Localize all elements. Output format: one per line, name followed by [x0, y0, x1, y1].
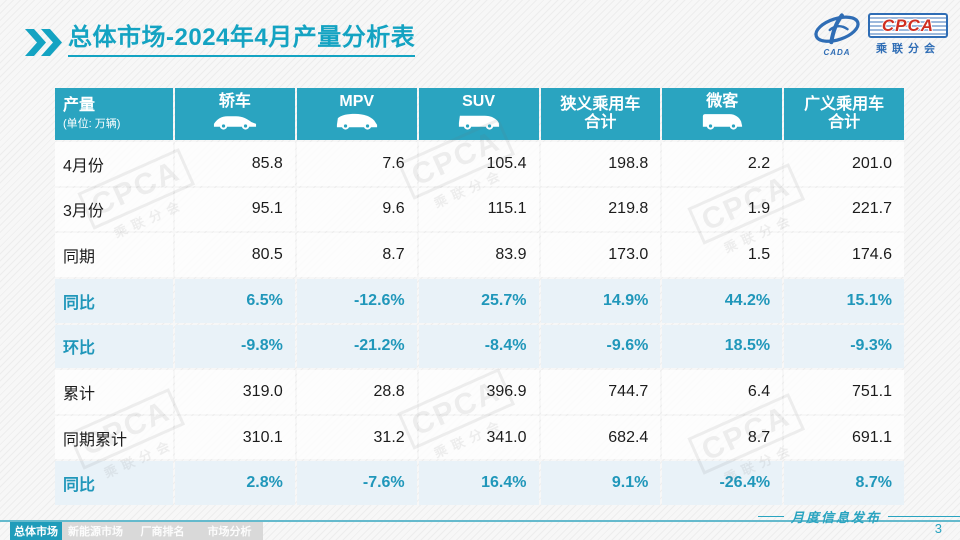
cell-r1-c3: 105.4 — [418, 142, 539, 186]
mpv-icon — [335, 111, 379, 135]
cell-r2-c5: 1.9 — [662, 187, 783, 232]
publication-label: 月度信息发布 — [790, 510, 881, 525]
cell-r5-c1: -9.8% — [175, 324, 295, 369]
corner-header: 产量 (单位: 万辆) — [55, 88, 173, 140]
column-header-4: 狭义乘用车 合计 — [540, 88, 661, 140]
cell-r2-c3: 115.1 — [418, 187, 539, 232]
cell-r1-c2: 7.6 — [296, 142, 417, 186]
row-label: 累计 — [55, 370, 173, 414]
publication-line-left — [757, 516, 784, 517]
cell-r2-c2: 9.6 — [296, 187, 417, 232]
cell-r8-c1: 2.8% — [175, 461, 295, 505]
cell-r5-c4: -9.6% — [540, 324, 661, 369]
column-header-1: 轿车 — [175, 88, 295, 140]
cell-r3-c3: 83.9 — [418, 233, 539, 277]
page-title-strong: 总体市场 — [68, 24, 166, 51]
cell-r5-c3: -8.4% — [418, 324, 539, 369]
cell-r2-c4: 219.8 — [540, 187, 661, 232]
publication-line-right — [888, 516, 960, 517]
column-header-6: 广义乘用车 合计 — [784, 88, 904, 140]
cell-r6-c6: 751.1 — [784, 370, 904, 414]
cell-r1-c4: 198.8 — [540, 142, 661, 186]
footer-tab-1[interactable]: 总体市场 — [10, 522, 62, 540]
page-title-rest: -2024年4月产量分析表 — [166, 24, 416, 51]
page-number: 3 — [934, 521, 942, 536]
cell-r7-c6: 691.1 — [784, 415, 904, 460]
corner-unit: (单位: 万辆) — [63, 117, 121, 130]
cell-r5-c5: 18.5% — [662, 324, 783, 369]
footer-tab-2[interactable]: 新能源市场 — [62, 522, 129, 540]
cell-r4-c2: -12.6% — [296, 278, 417, 323]
row-label: 同比 — [55, 278, 173, 323]
cell-r8-c4: 9.1% — [540, 461, 661, 505]
row-label: 环比 — [55, 324, 173, 369]
corner-label: 产量 — [63, 97, 96, 115]
cell-r8-c6: 8.7% — [784, 461, 904, 505]
cell-r4-c3: 25.7% — [418, 278, 539, 323]
cell-r7-c2: 31.2 — [296, 415, 417, 460]
cell-r2-c6: 221.7 — [784, 187, 904, 232]
cpca-logo-right: CPCA 乘联分会 — [868, 13, 948, 56]
cell-r8-c3: 16.4% — [418, 461, 539, 505]
page-title: 总体市场-2024年4月产量分析表 — [68, 24, 416, 57]
cell-r4-c1: 6.5% — [175, 278, 295, 323]
publication-label-wrap: 月度信息发布 — [757, 507, 960, 526]
cell-r7-c5: 8.7 — [662, 415, 783, 460]
cell-r7-c1: 310.1 — [175, 415, 295, 460]
footer-divider — [0, 520, 960, 522]
cada-ellipse-icon — [814, 13, 860, 45]
cpca-text: CPCA — [881, 15, 935, 35]
cpca-logo: CADA CPCA 乘联分会 — [811, 13, 948, 57]
cell-r3-c6: 174.6 — [784, 233, 904, 277]
cell-r1-c6: 201.0 — [784, 142, 904, 186]
cell-r4-c4: 14.9% — [540, 278, 661, 323]
cell-r3-c1: 80.5 — [175, 233, 295, 277]
cell-r8-c2: -7.6% — [296, 461, 417, 505]
cell-r7-c3: 341.0 — [418, 415, 539, 460]
row-label: 3月份 — [55, 187, 173, 232]
cell-r8-c5: -26.4% — [662, 461, 783, 505]
cpca-subtitle: 乘联分会 — [876, 43, 940, 55]
column-header-3: SUV — [418, 88, 539, 140]
footer-tab-3[interactable]: 厂商排名 — [129, 522, 196, 540]
cell-r6-c4: 744.7 — [540, 370, 661, 414]
footer-tab-4[interactable]: 市场分析 — [196, 522, 263, 540]
cell-r3-c4: 173.0 — [540, 233, 661, 277]
cell-r3-c2: 8.7 — [296, 233, 417, 277]
suv-icon — [457, 111, 501, 135]
row-label: 同期 — [55, 233, 173, 277]
cell-r5-c6: -9.3% — [784, 324, 904, 369]
sedan-icon — [213, 111, 257, 135]
cada-text: CADA — [823, 48, 851, 57]
production-table: 产量 (单位: 万辆) 轿车 MPV SUV 狭义乘用车 合计 微客 广义乘用车 合计 4… — [55, 88, 904, 505]
cell-r3-c5: 1.5 — [662, 233, 783, 277]
cell-r1-c5: 2.2 — [662, 142, 783, 186]
cell-r6-c2: 28.8 — [296, 370, 417, 414]
column-header-2: MPV — [296, 88, 417, 140]
row-label: 4月份 — [55, 142, 173, 186]
cell-r5-c2: -21.2% — [296, 324, 417, 369]
double-chevron-icon — [25, 29, 63, 61]
column-header-5: 微客 — [662, 88, 783, 140]
footer-tab-bar: 总体市场 新能源市场 厂商排名 市场分析 — [10, 522, 263, 540]
cell-r4-c5: 44.2% — [662, 278, 783, 323]
row-label: 同期累计 — [55, 415, 173, 460]
row-label: 同比 — [55, 461, 173, 505]
cell-r4-c6: 15.1% — [784, 278, 904, 323]
microvan-icon — [700, 111, 744, 135]
cell-r7-c4: 682.4 — [540, 415, 661, 460]
cell-r6-c3: 396.9 — [418, 370, 539, 414]
cpca-box: CPCA — [868, 13, 948, 38]
cell-r1-c1: 85.8 — [175, 142, 295, 186]
cell-r6-c5: 6.4 — [662, 370, 783, 414]
cada-logo-mark: CADA — [811, 13, 863, 57]
cell-r6-c1: 319.0 — [175, 370, 295, 414]
cell-r2-c1: 95.1 — [175, 187, 295, 232]
